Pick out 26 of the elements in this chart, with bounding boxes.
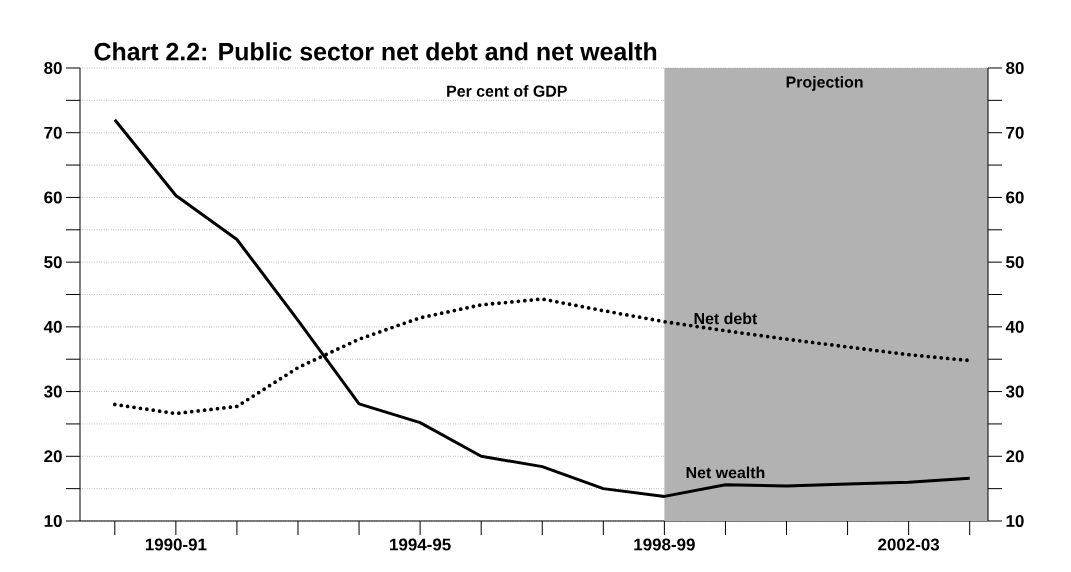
- y-tick-label: 50: [44, 256, 62, 269]
- y-tick-label: 70: [44, 126, 62, 139]
- x-tick-label: 1998-99: [634, 538, 695, 551]
- y2-tick-label: 70: [1006, 126, 1024, 139]
- y-tick-label: 40: [43, 320, 62, 333]
- y-tick-label: 20: [44, 450, 62, 463]
- x-tick-label: 2002-03: [878, 538, 940, 551]
- x-tick-label: 1994-95: [390, 538, 451, 551]
- y2-tick-label: 40: [1005, 320, 1024, 333]
- y-tick-label: 80: [44, 62, 62, 74]
- line-series: [113, 118, 972, 498]
- y2-tick-label: 50: [1006, 256, 1024, 269]
- y-tick-label: 60: [44, 191, 62, 204]
- chart-title: Chart 2.2: Public sector net debt and net wealth: [94, 42, 657, 61]
- annotation: Projection: [786, 76, 863, 91]
- y2-tick-label: 60: [1006, 191, 1024, 204]
- y2-tick-label: 20: [1006, 450, 1024, 463]
- series-label: Net wealth: [686, 466, 765, 479]
- annotation: Per cent of GDP: [447, 85, 567, 97]
- x-tick-label: 1990-91: [145, 538, 207, 551]
- y2-tick-label: 30: [1005, 385, 1024, 398]
- y2-tick-label: 10: [1006, 515, 1024, 527]
- y2-tick-label: 80: [1006, 62, 1024, 74]
- y-tick-label: 30: [44, 385, 62, 398]
- y-tick-label: 10: [44, 515, 62, 527]
- series-label: Net debt: [694, 312, 758, 325]
